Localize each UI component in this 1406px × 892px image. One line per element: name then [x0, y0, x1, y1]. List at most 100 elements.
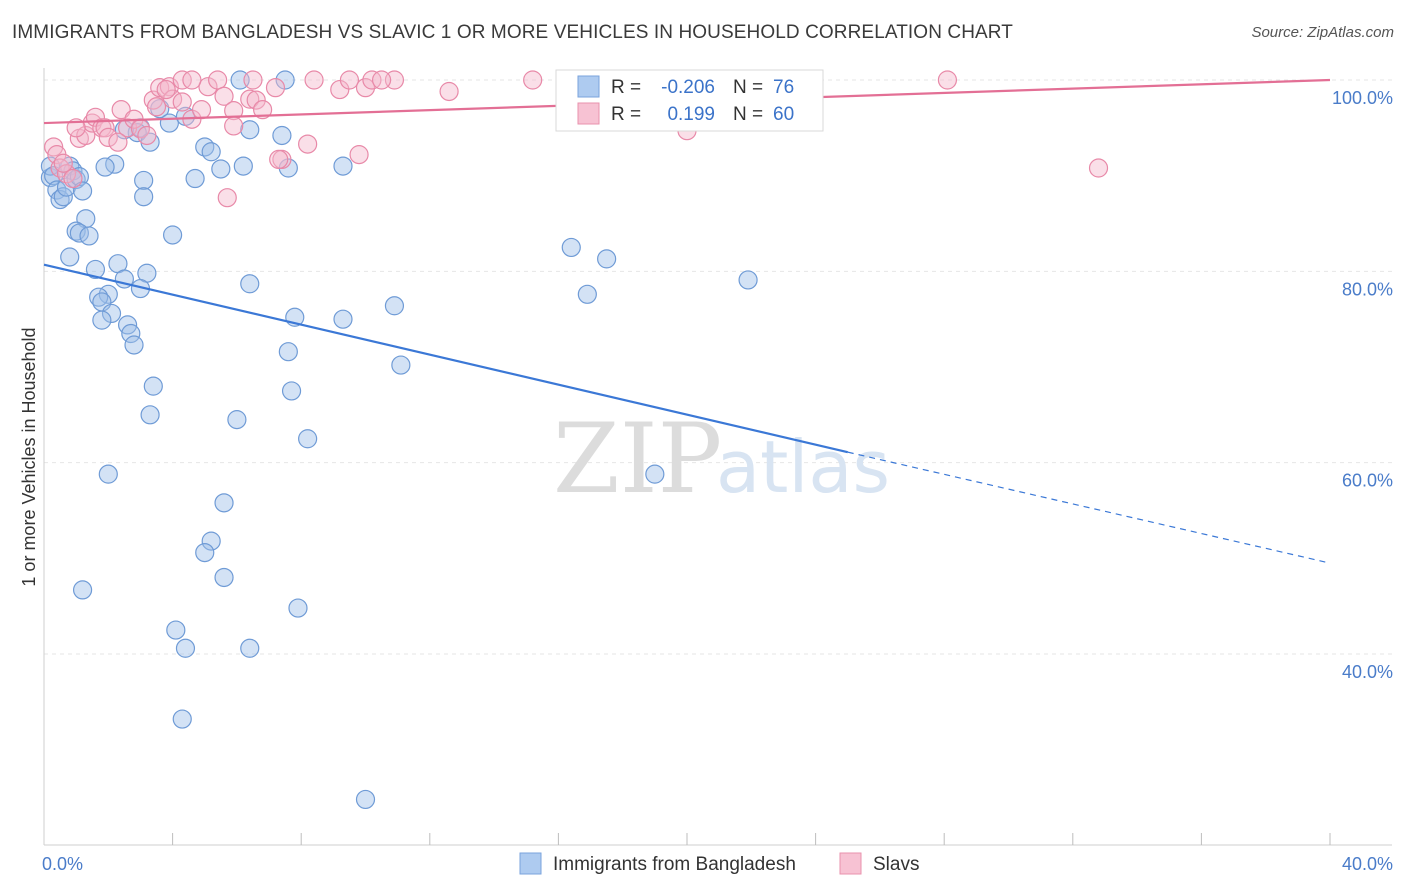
- point-bangladesh-70: [201, 531, 221, 551]
- legend-r-value-2: 0.199: [667, 104, 715, 125]
- point-bangladesh-58: [577, 284, 597, 304]
- point-slavs-30: [240, 89, 260, 109]
- trend-line-bangladesh-extension: [847, 451, 1331, 564]
- point-bangladesh-25: [101, 303, 122, 324]
- point-bangladesh-69: [214, 493, 234, 513]
- point-bangladesh-59: [597, 249, 617, 269]
- point-bangladesh-4: [50, 189, 70, 210]
- point-bangladesh-64: [278, 342, 298, 362]
- point-bangladesh-60: [738, 270, 758, 290]
- point-slavs-37: [339, 70, 360, 90]
- point-bangladesh-76: [175, 638, 196, 658]
- point-slavs-26: [208, 70, 228, 90]
- point-slavs-29: [224, 116, 244, 136]
- series-legend-label-bangladesh: Immigrants from Bangladesh: [553, 854, 796, 875]
- point-bangladesh-35: [159, 113, 179, 133]
- point-bangladesh-46: [240, 120, 260, 140]
- legend-swatch-bangladesh: [577, 75, 600, 98]
- y-tick-label-40: 40.0%: [1342, 662, 1393, 682]
- point-bangladesh-79: [355, 789, 376, 810]
- point-slavs-54: [108, 132, 128, 152]
- y-tick-labels: 100.0% 80.0% 60.0% 40.0%: [1332, 88, 1393, 682]
- point-bangladesh-52: [275, 70, 295, 90]
- point-bangladesh-74: [288, 598, 308, 618]
- point-bangladesh-29: [124, 335, 144, 355]
- series-legend-swatch-slavs: [839, 852, 862, 875]
- point-bangladesh-63: [227, 410, 247, 430]
- point-slavs-48: [217, 188, 237, 208]
- point-slavs-50: [298, 134, 318, 154]
- point-slavs-11: [98, 127, 118, 147]
- point-slavs-4: [63, 168, 83, 189]
- point-slavs-39: [362, 70, 382, 90]
- point-bangladesh-13: [66, 221, 86, 241]
- y-axis-label: 1 or more Vehicles in Household: [19, 327, 39, 586]
- point-bangladesh-26: [92, 310, 112, 330]
- point-slavs-49: [269, 149, 289, 170]
- watermark-zip: ZIP: [553, 403, 722, 515]
- point-bangladesh-37: [185, 168, 205, 189]
- point-bangladesh-72: [214, 567, 234, 588]
- point-slavs-31: [246, 90, 266, 110]
- correlation-legend: R = -0.206 N = 76 R = 0.199 N = 60: [555, 69, 824, 132]
- point-bangladesh-57: [561, 237, 581, 258]
- point-bangladesh-62: [140, 405, 160, 425]
- point-slavs-12: [111, 100, 131, 120]
- chart-title: IMMIGRANTS FROM BANGLADESH VS SLAVIC 1 O…: [12, 22, 1013, 43]
- point-slavs-47: [1088, 158, 1109, 178]
- point-bangladesh-65: [281, 381, 302, 401]
- legend-n-label-1: N =: [733, 77, 763, 98]
- point-bangladesh-17: [85, 259, 106, 280]
- point-bangladesh-73: [72, 580, 93, 600]
- point-bangladesh-16: [60, 247, 80, 267]
- point-bangladesh-44: [201, 142, 221, 162]
- y-tick-label-80: 80.0%: [1342, 279, 1393, 299]
- point-slavs-41: [439, 81, 459, 102]
- point-slavs-27: [214, 86, 234, 106]
- point-slavs-57: [243, 70, 263, 90]
- x-tick-label-right: 40.0%: [1342, 854, 1393, 874]
- legend-r-label-2: R =: [611, 104, 641, 125]
- point-slavs-25: [198, 77, 218, 97]
- point-bangladesh-39: [134, 187, 154, 207]
- point-slavs-51: [349, 145, 369, 165]
- chart-source: Source: ZipAtlas.com: [1251, 24, 1394, 41]
- legend-r-value-1: -0.206: [661, 77, 715, 98]
- point-slavs-38: [355, 78, 376, 98]
- point-slavs-21: [172, 70, 192, 90]
- series-legend-swatch-bangladesh: [519, 852, 542, 875]
- point-bangladesh-53: [240, 274, 260, 294]
- point-slavs-35: [304, 70, 324, 90]
- legend-n-label-2: N =: [733, 104, 763, 125]
- legend-n-value-2: 60: [773, 104, 794, 125]
- y-tick-label-60: 60.0%: [1342, 471, 1393, 491]
- point-bangladesh-47: [233, 156, 253, 176]
- correlation-legend-box: [555, 69, 824, 132]
- legend-swatch-slavs: [577, 102, 600, 125]
- y-tick-label-100: 100.0%: [1332, 88, 1393, 108]
- point-slavs-28: [224, 101, 244, 121]
- x-ticks: [172, 833, 1331, 845]
- point-slavs-52: [66, 118, 86, 138]
- point-bangladesh-75: [166, 620, 186, 640]
- point-bangladesh-50: [333, 156, 353, 176]
- trend-line-bangladesh: [43, 263, 848, 454]
- point-bangladesh-42: [163, 225, 183, 245]
- point-slavs-56: [156, 79, 176, 100]
- point-slavs-59: [182, 70, 202, 90]
- point-slavs-22: [172, 92, 192, 112]
- legend-r-label-1: R =: [611, 77, 641, 98]
- point-slavs-33: [265, 78, 286, 98]
- point-bangladesh-80: [645, 464, 665, 484]
- point-bangladesh-77: [240, 638, 260, 658]
- point-bangladesh-41: [95, 157, 115, 177]
- point-bangladesh-15: [79, 226, 99, 246]
- point-bangladesh-68: [98, 464, 118, 484]
- point-slavs-32: [253, 100, 273, 120]
- x-tick-label-left: 0.0%: [42, 854, 83, 874]
- point-bangladesh-66: [298, 429, 318, 449]
- point-bangladesh-56: [384, 296, 405, 316]
- point-slavs-53: [146, 97, 167, 117]
- point-slavs-58: [371, 70, 392, 90]
